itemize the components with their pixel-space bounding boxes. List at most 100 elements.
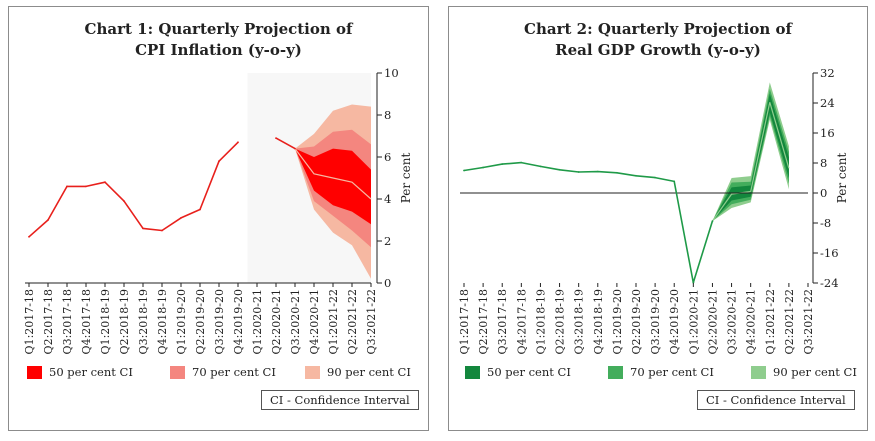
chart1-x-tick-label: Q3:2017-18	[61, 289, 74, 354]
chart1-central-projection	[294, 148, 372, 200]
chart1-actual-point	[85, 185, 87, 188]
chart1-x-tick-label: Q1:2018-19	[99, 289, 112, 354]
chart1-panel: Chart 1: Quarterly Projection of CPI Inf…	[8, 6, 429, 431]
chart1-actual-point	[123, 200, 125, 203]
chart1-x-tick-label: Q3:2018-19	[137, 289, 150, 354]
chart2-actual-point	[463, 169, 465, 172]
chart2-title-line1: Chart 2: Quarterly Projection of	[524, 20, 792, 38]
chart1-x-tick-label: Q4:2020-21	[308, 289, 321, 354]
chart1-y-tick-label: 6	[384, 150, 391, 164]
chart2-x-tick-label: Q3:2017-18	[496, 289, 509, 354]
chart1-actual-point	[66, 185, 68, 188]
chart2-x-tick-label: Q3:2021-22	[802, 289, 815, 354]
chart1-legend-swatch-90	[305, 366, 320, 379]
chart2-panel: Chart 2: Quarterly Projection of Real GD…	[448, 6, 868, 431]
chart1-x-tick-label: Q2:2017-18	[42, 289, 55, 354]
chart1-x-tick-label: Q1:2020-21	[251, 289, 264, 354]
chart1-x-tick-label: Q4:2017-18	[80, 289, 93, 354]
chart1-y-tick-label: 4	[384, 192, 391, 206]
chart2-actual-point	[711, 220, 714, 223]
chart2-legend: 50 per cent CI 70 per cent CI 90 per cen…	[465, 365, 865, 383]
chart2-actual-point	[501, 163, 504, 166]
chart2-actual-point	[558, 168, 561, 171]
chart1-actual-point	[161, 229, 163, 232]
chart2-y-axis-label: Per cent	[835, 153, 849, 204]
chart2-y-tick-label: 24	[820, 96, 835, 110]
chart1-legend-swatch-70	[170, 366, 185, 379]
chart2-legend-label-50: 50 per cent CI	[487, 365, 571, 379]
chart2-x-tick-label: Q4:2018-19	[592, 289, 605, 354]
chart2-x-tick-label: Q1:2019-20	[611, 289, 624, 354]
chart1-y-tick-label: 8	[384, 108, 391, 122]
chart1-x-tick-label: Q4:2019-20	[232, 289, 245, 354]
chart2-y-tick-label: 16	[820, 126, 835, 140]
chart1-x-tick-label: Q2:2021-22	[346, 289, 359, 354]
chart2-x-tick-label: Q2:2021-22	[783, 289, 796, 354]
chart1-actual-point	[28, 235, 30, 238]
chart2-x-tick-label: Q3:2020-21	[726, 289, 739, 354]
chart1-actual-point	[180, 217, 182, 219]
chart1-legend-swatch-50	[27, 366, 42, 379]
chart2-x-tick-label: Q1:2017-18	[458, 289, 471, 354]
chart1-x-tick-label: Q1:2017-18	[23, 289, 36, 354]
chart2-legend-label-90: 90 per cent CI	[773, 365, 857, 379]
chart2-y-tick-label: -24	[820, 276, 839, 290]
chart2-actual-point	[577, 171, 580, 173]
chart1-legend: 50 per cent CI 70 per cent CI 90 per cen…	[27, 365, 427, 383]
chart2-actual-point	[673, 180, 676, 183]
chart1-y-axis-label: Per cent	[399, 153, 413, 204]
chart1-actual-point	[218, 160, 220, 163]
chart1-y-tick-label: 0	[384, 276, 391, 290]
chart2-central-projection	[711, 102, 790, 222]
chart1-legend-label-90: 90 per cent CI	[327, 365, 411, 379]
chart1-y-tick-label: 2	[384, 234, 391, 248]
chart1-x-tick-label: Q4:2018-19	[156, 289, 169, 354]
chart1-actual-point	[47, 219, 49, 221]
chart2-y-tick-label: 8	[820, 156, 827, 170]
chart2-actual-point	[635, 174, 637, 177]
chart2-plot: -24 -16 -8 0 8 16 24 32 Per cent Q1:2017-18 Q2:201…	[458, 66, 849, 354]
chart1-actual-point	[142, 227, 144, 230]
chart1-x-tick-label: Q1:2019-20	[175, 289, 188, 354]
chart2-legend-swatch-50	[465, 366, 480, 379]
chart2-legend-label-70: 70 per cent CI	[630, 365, 714, 379]
chart2-y-tick-label: -16	[820, 246, 839, 260]
chart1-band-ci50	[295, 148, 371, 225]
chart2-legend-swatch-90	[751, 366, 766, 379]
chart1-actual-line	[28, 137, 296, 238]
chart2-actual-point	[520, 161, 523, 164]
chart2-actual-point	[482, 166, 485, 169]
chart1-title-line2: CPI Inflation (y-o-y)	[135, 41, 302, 59]
chart1-x-tick-label: Q3:2020-21	[289, 289, 302, 354]
chart2-y-tick-label: 0	[820, 186, 827, 200]
chart2-x-tick-label: Q4:2020-21	[745, 289, 758, 354]
chart2-actual-point	[654, 176, 657, 179]
chart1-x-tick-label: Q2:2018-19	[118, 289, 131, 354]
chart1-actual-point	[294, 147, 296, 150]
chart1-x-tick-label: Q1:2021-22	[327, 289, 340, 354]
chart2-x-tick-label: Q2:2020-21	[706, 289, 719, 354]
chart2-ci-note: CI - Confidence Interval	[697, 390, 855, 410]
chart2-y-tick-label: -8	[820, 216, 831, 230]
chart2-actual-point	[539, 165, 542, 168]
chart1-x-tick-label: Q3:2019-20	[213, 289, 226, 354]
chart2-legend-swatch-70	[608, 366, 623, 379]
chart1-actual-point	[237, 141, 239, 144]
chart2-x-tick-label: Q1:2020-21	[687, 289, 700, 354]
chart2-actual-point	[615, 171, 618, 174]
chart1-actual-point	[199, 208, 201, 211]
chart1-plot: 0 2 4 6 8 10 Per cent Q1:2017-18 Q2:2017-18 Q3:20…	[23, 66, 413, 354]
chart1-actual-point	[104, 181, 106, 184]
chart2-x-tick-label: Q3:2018-19	[573, 289, 586, 354]
chart2-actual-line	[463, 161, 714, 284]
chart1-x-tick-label: Q2:2020-21	[270, 289, 283, 354]
chart2-x-tick-label: Q1:2018-19	[534, 289, 547, 354]
chart2-y-tick-label: 32	[820, 66, 835, 80]
chart2-x-tick-label: Q2:2019-20	[630, 289, 643, 354]
chart1-x-tick-label: Q3:2021-22	[365, 289, 378, 354]
chart2-x-tick-label: Q4:2019-20	[668, 289, 681, 354]
chart2-band-ci50	[712, 93, 789, 222]
chart2-x-tick-label: Q2:2018-19	[554, 289, 567, 354]
chart1-y-tick-label: 10	[384, 66, 399, 80]
chart2-x-tick-label: Q1:2021-22	[764, 289, 777, 354]
